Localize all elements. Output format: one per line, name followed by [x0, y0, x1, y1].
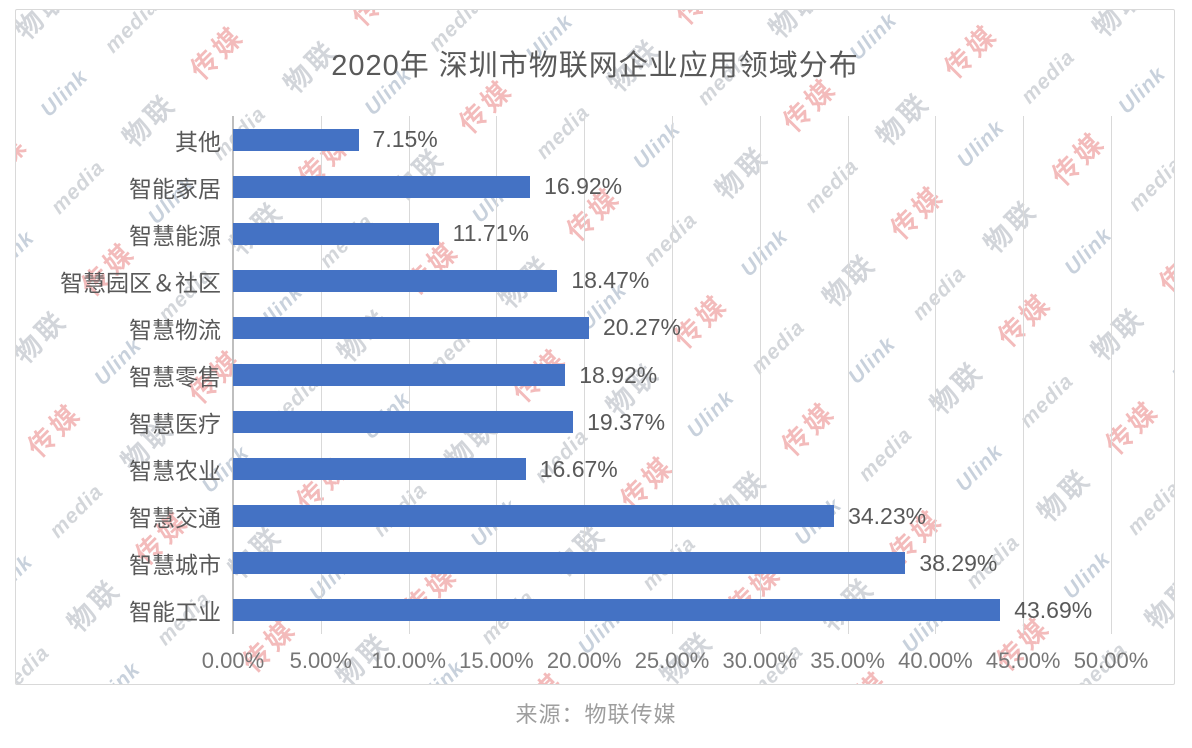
category-label: 智慧物流 — [129, 316, 221, 343]
x-axis-labels: 0.00% 5.00% 10.00% 15.00% 20.00% 25.00% 30.00%… — [202, 648, 1149, 678]
category-label: 智慧农业 — [129, 458, 221, 485]
value-label: 16.92% — [544, 173, 623, 200]
watermark-text-en-blue: Ulink — [253, 10, 310, 13]
value-label: 19.37% — [587, 408, 666, 435]
x-tick-label: 10.00% — [371, 648, 446, 673]
bar-row: 11.71% — [233, 210, 1111, 257]
chart-panel: 物联传媒Ulinkmedia物联传媒Ulinkmedia物联传媒Ulinkmed… — [15, 9, 1175, 685]
category-label: 智慧能源 — [129, 222, 221, 249]
x-tick-label: 35.00% — [810, 648, 885, 673]
category-label: 智能工业 — [129, 599, 221, 626]
x-tick-label: 25.00% — [634, 648, 710, 673]
watermark-text-cn-gray: 物联 — [1139, 569, 1174, 636]
bar — [233, 552, 906, 575]
bar — [233, 599, 1001, 622]
value-label: 18.92% — [579, 361, 658, 388]
watermark-text-en-blue: Ulink — [1166, 654, 1174, 684]
value-label: 38.29% — [919, 549, 998, 576]
bar-row: 16.67% — [233, 446, 1111, 493]
bar-row: 34.23% — [233, 493, 1111, 540]
x-tick-label: 15.00% — [459, 648, 534, 673]
bar-row: 18.47% — [233, 257, 1111, 304]
value-label: 7.15% — [372, 126, 438, 153]
bar — [233, 175, 531, 198]
x-tick-label: 45.00% — [985, 648, 1061, 673]
gridline — [935, 116, 937, 634]
watermark-text-en-gray: media — [1124, 153, 1174, 216]
value-label: 34.23% — [848, 502, 927, 529]
x-tick-label: 5.00% — [289, 648, 352, 673]
watermark-text-en-blue: Ulink — [1007, 10, 1064, 12]
watermark-text-en-blue: Ulink — [1167, 331, 1174, 388]
watermark-text-en-blue: Ulink — [89, 658, 146, 684]
value-label: 20.27% — [602, 314, 681, 341]
chart-title: 2020年 深圳市物联网企业应用领域分布 — [331, 50, 859, 82]
bar-row: 19.37% — [233, 399, 1111, 446]
bar — [233, 269, 558, 292]
bar-row: 7.15% — [233, 116, 1111, 163]
x-tick-label: 30.00% — [722, 648, 798, 673]
bar — [233, 316, 589, 339]
bar — [233, 458, 526, 481]
plot-area: 7.15% 16.92% 11.71% 18.47% 20.27% 18.92% 19.37… — [232, 116, 1112, 634]
value-label: 16.67% — [539, 455, 618, 482]
category-label: 智慧城市 — [129, 552, 221, 579]
x-tick-label: 40.00% — [898, 648, 973, 673]
gridline — [759, 116, 761, 634]
bar — [233, 411, 574, 434]
watermark-text-en-gray: media — [1122, 476, 1174, 540]
gridline — [1111, 116, 1112, 634]
category-label: 智慧园区＆社区 — [60, 269, 221, 296]
x-tick-label: 20.00% — [546, 648, 622, 673]
category-axis-labels: 其他智能家居智慧能源智慧园区＆社区智慧物流智慧零售智慧医疗智慧农业智慧交通智慧城… — [16, 116, 221, 634]
bar-row: 43.69% — [233, 587, 1111, 634]
x-tick-label: 50.00% — [1073, 648, 1149, 673]
x-tick-label: 0.00% — [201, 648, 265, 673]
watermark-text-en-gray: media — [16, 641, 55, 684]
source-caption: 来源：物联传媒 — [515, 702, 677, 727]
value-label: 11.71% — [452, 220, 529, 247]
gridline — [847, 116, 849, 634]
bar-row: 18.92% — [233, 351, 1111, 398]
gridline — [672, 116, 673, 634]
bar-row: 20.27% — [233, 304, 1111, 351]
gridline — [584, 116, 586, 634]
gridline — [1023, 116, 1025, 634]
bar — [233, 364, 566, 387]
category-label: 智慧交通 — [129, 505, 221, 532]
bar — [233, 505, 835, 528]
value-label: 43.69% — [1014, 596, 1093, 623]
category-label: 智能家居 — [129, 175, 221, 202]
category-label: 其他 — [175, 128, 221, 155]
bar-row: 16.92% — [233, 163, 1111, 210]
category-label: 智慧零售 — [129, 364, 221, 391]
bar-rows: 7.15% 16.92% 11.71% 18.47% 20.27% 18.92% 19.37… — [233, 116, 1111, 634]
value-label: 18.47% — [571, 267, 650, 294]
bar — [233, 222, 439, 245]
bar-row: 38.29% — [233, 540, 1111, 587]
category-label: 智慧医疗 — [129, 411, 221, 438]
bar — [233, 128, 359, 151]
